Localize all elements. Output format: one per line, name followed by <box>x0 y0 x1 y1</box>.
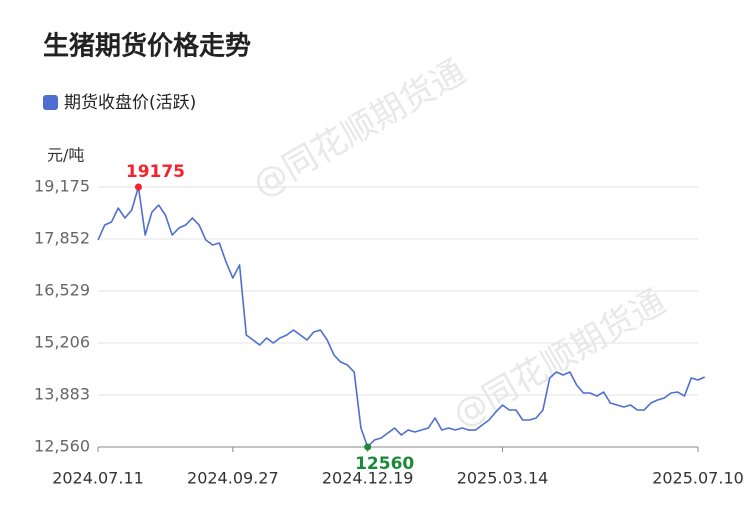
legend-swatch <box>43 95 58 110</box>
annotation-label: 19175 <box>126 162 185 182</box>
y-tick-label: 12,560 <box>34 437 90 456</box>
price-line <box>97 186 706 448</box>
legend-label: 期货收盘价(活跃) <box>64 93 196 113</box>
y-tick-label: 19,175 <box>34 177 90 196</box>
chart-title: 生猪期货价格走势 <box>43 31 251 62</box>
x-tick-label: 2025.07.10 <box>652 469 744 488</box>
annotation-label: 12560 <box>355 454 414 474</box>
x-tick-label: 2024.12.19 <box>322 469 414 488</box>
x-tick-label: 2024.07.11 <box>52 469 144 488</box>
y-tick-label: 16,529 <box>34 281 90 300</box>
x-tick-label: 2025.03.14 <box>457 469 549 488</box>
x-tick-label: 2024.09.27 <box>187 469 279 488</box>
annotation-dot <box>134 183 142 191</box>
y-tick-label: 15,206 <box>34 333 90 352</box>
watermark: @同花顺期货通 <box>446 282 672 436</box>
y-tick-label: 13,883 <box>34 385 90 404</box>
watermark: @同花顺期货通 <box>246 52 472 206</box>
y-unit: 元/吨 <box>47 146 84 165</box>
y-tick-label: 17,852 <box>34 229 90 248</box>
annotation-dot <box>364 443 372 451</box>
